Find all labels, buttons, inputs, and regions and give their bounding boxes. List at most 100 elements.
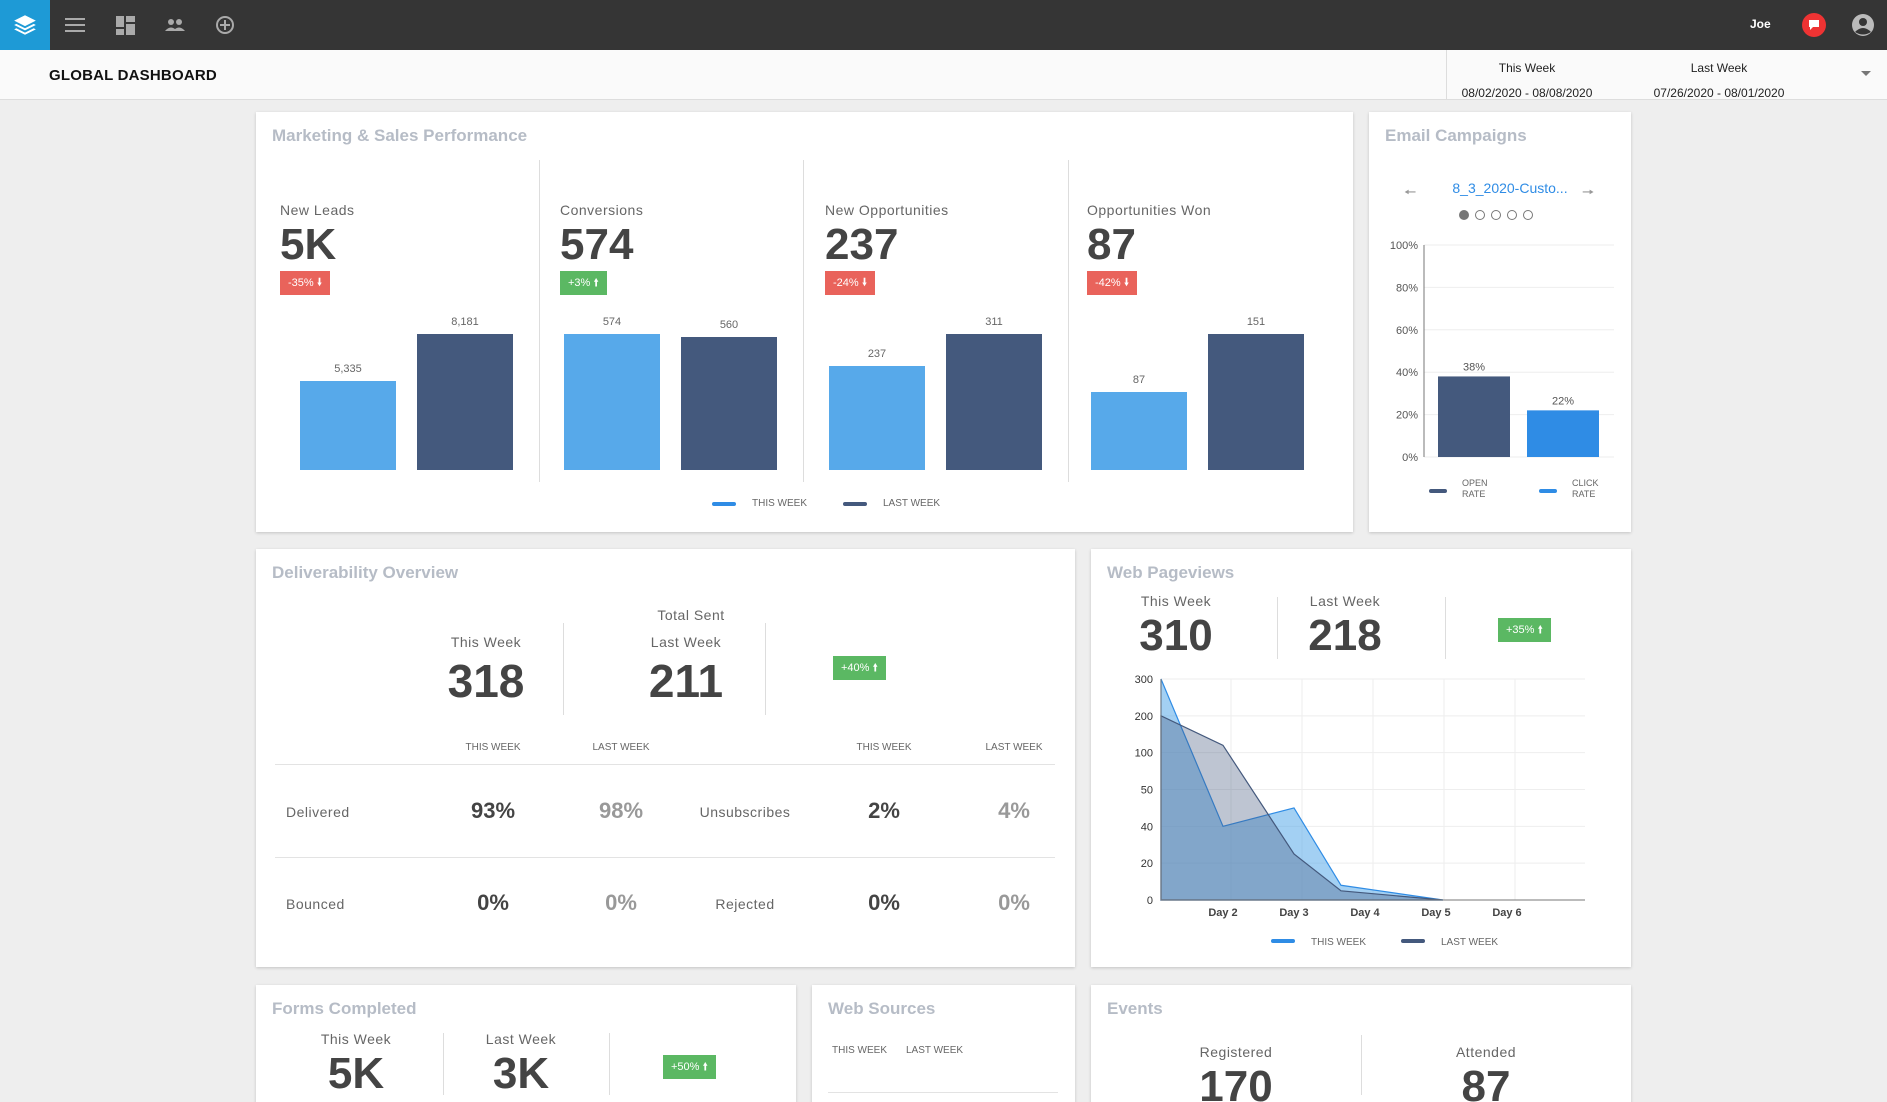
email-campaigns-card: Email Campaigns 🠔 8_3_2020-Custo... 🠖 0%… [1369,112,1631,532]
range-dates: 08/02/2020 - 08/08/2020 [1461,86,1593,100]
add-circle-icon[interactable] [212,12,238,38]
top-bar: Joe [0,0,1887,50]
page-dot[interactable] [1475,210,1485,220]
arrow-up-icon: 🠙 [872,662,879,674]
app-logo[interactable] [0,0,50,50]
card-title: Forms Completed [272,999,417,1018]
metric-value: 87 [1087,220,1136,269]
col-header: THIS WEEK [832,1045,888,1056]
this-week-label: This Week [320,1031,392,1047]
bar-label: 87 [1132,373,1146,386]
page-dot[interactable] [1523,210,1533,220]
legend-swatch [1401,939,1425,943]
rejected-this: 0% [868,890,900,915]
bar-label: 8,181 [451,316,479,328]
account-icon[interactable] [1851,13,1875,42]
events-card: Events Registered 170 Attended 87 [1091,985,1631,1102]
menu-icon[interactable] [62,12,88,38]
page-dot[interactable] [1507,210,1517,220]
notification-icon[interactable] [1802,13,1826,37]
divider [765,623,766,715]
unsubscribes-last: 4% [998,798,1030,823]
y-tick-label: 300 [1135,674,1153,686]
divider [1068,160,1069,482]
row-label-delivered: Delivered [286,804,350,820]
col-header: LAST WEEK [985,742,1043,753]
page-dot-active[interactable] [1459,210,1469,220]
user-name[interactable]: Joe [1750,17,1771,31]
card-title: Web Pageviews [1107,563,1235,582]
card-title: Deliverability Overview [272,563,459,582]
change-value: +50% [671,1061,700,1073]
this-week-label: This Week [1140,593,1212,609]
deliverability-card: Deliverability Overview Total Sent This … [256,549,1075,967]
last-week-value: 218 [1308,611,1382,660]
y-tick-label: 20% [1396,410,1418,422]
bar-label: 5,335 [334,363,362,376]
divider [609,1033,610,1095]
divider [1445,597,1446,659]
range-dates: 07/26/2020 - 08/01/2020 [1653,86,1785,100]
bar-this-week [1091,391,1187,470]
y-tick-label: 100% [1390,240,1418,252]
col-header: LAST WEEK [592,742,650,753]
change-badge: +3% 🠙 [560,271,607,295]
bar-value-label: 38% [1463,361,1485,373]
delivered-this: 93% [470,798,516,823]
bar-label: 151 [1246,316,1266,328]
campaign-name[interactable]: 8_3_2020-Custo... [1452,180,1568,196]
y-tick-label: 60% [1396,325,1418,337]
arrow-right-icon[interactable]: 🠖 [1582,184,1595,200]
bar-click-rate [1527,410,1599,457]
divider [539,160,540,482]
dashboard-icon[interactable] [112,12,138,38]
registered-value: 170 [1199,1062,1273,1102]
range-label: Last Week [1690,61,1748,75]
col-header: THIS WEEK [465,742,521,753]
legend-label: RATE [1462,489,1485,499]
chevron-down-icon[interactable] [1861,71,1871,76]
rejected-last: 0% [998,890,1030,915]
bar-this-week [300,381,396,470]
divider [803,160,804,482]
email-chart: 0%20%40%60%80%100%38%22%OPENRATECLICKRAT… [1390,240,1614,499]
metric-value: 574 [560,220,634,269]
bar-open-rate [1438,376,1510,457]
bar-this-week [564,334,660,470]
this-week-value: 310 [1139,611,1213,660]
sub-header: GLOBAL DASHBOARD This Week 08/02/2020 - … [0,50,1887,100]
bar-label: 560 [719,319,739,332]
bounced-this: 0% [477,890,509,915]
total-sent-label: Total Sent [657,607,725,623]
last-week-label: Last Week [650,634,722,650]
legend-swatch-this-week [712,502,736,506]
people-icon[interactable] [162,12,188,38]
col-header: LAST WEEK [906,1045,964,1056]
range-last-week[interactable]: Last Week 07/26/2020 - 08/01/2020 [1639,56,1799,106]
change-badge: +35% 🠙 [1498,618,1552,642]
y-tick-label: 50 [1141,785,1153,797]
metric-label: New Opportunities [825,202,949,218]
legend-label: OPEN [1462,478,1488,488]
divider [275,764,1055,765]
x-tick-label: Day 6 [1492,907,1521,919]
registered-label: Registered [1199,1044,1273,1060]
metric-value: 5K [280,220,337,269]
range-this-week[interactable]: This Week 08/02/2020 - 08/08/2020 [1447,56,1607,106]
change-value: -24% [833,277,859,289]
arrow-left-icon[interactable]: 🠔 [1404,184,1417,200]
attended-label: Attended [1455,1044,1517,1060]
y-tick-label: 0% [1402,452,1418,464]
legend-label: THIS WEEK [1311,937,1366,948]
change-value: -35% [288,277,314,289]
divider [443,1033,444,1095]
date-range-selector[interactable]: This Week 08/02/2020 - 08/08/2020 Last W… [1446,50,1887,100]
page-dot[interactable] [1491,210,1501,220]
change-badge: -35% 🠛 [280,271,331,295]
attended-value: 87 [1461,1062,1511,1102]
metric-label: Conversions [560,202,644,218]
change-badge: -42% 🠛 [1087,271,1138,295]
row-label-bounced: Bounced [286,896,345,912]
divider [828,1092,1058,1093]
y-tick-label: 80% [1396,282,1418,294]
